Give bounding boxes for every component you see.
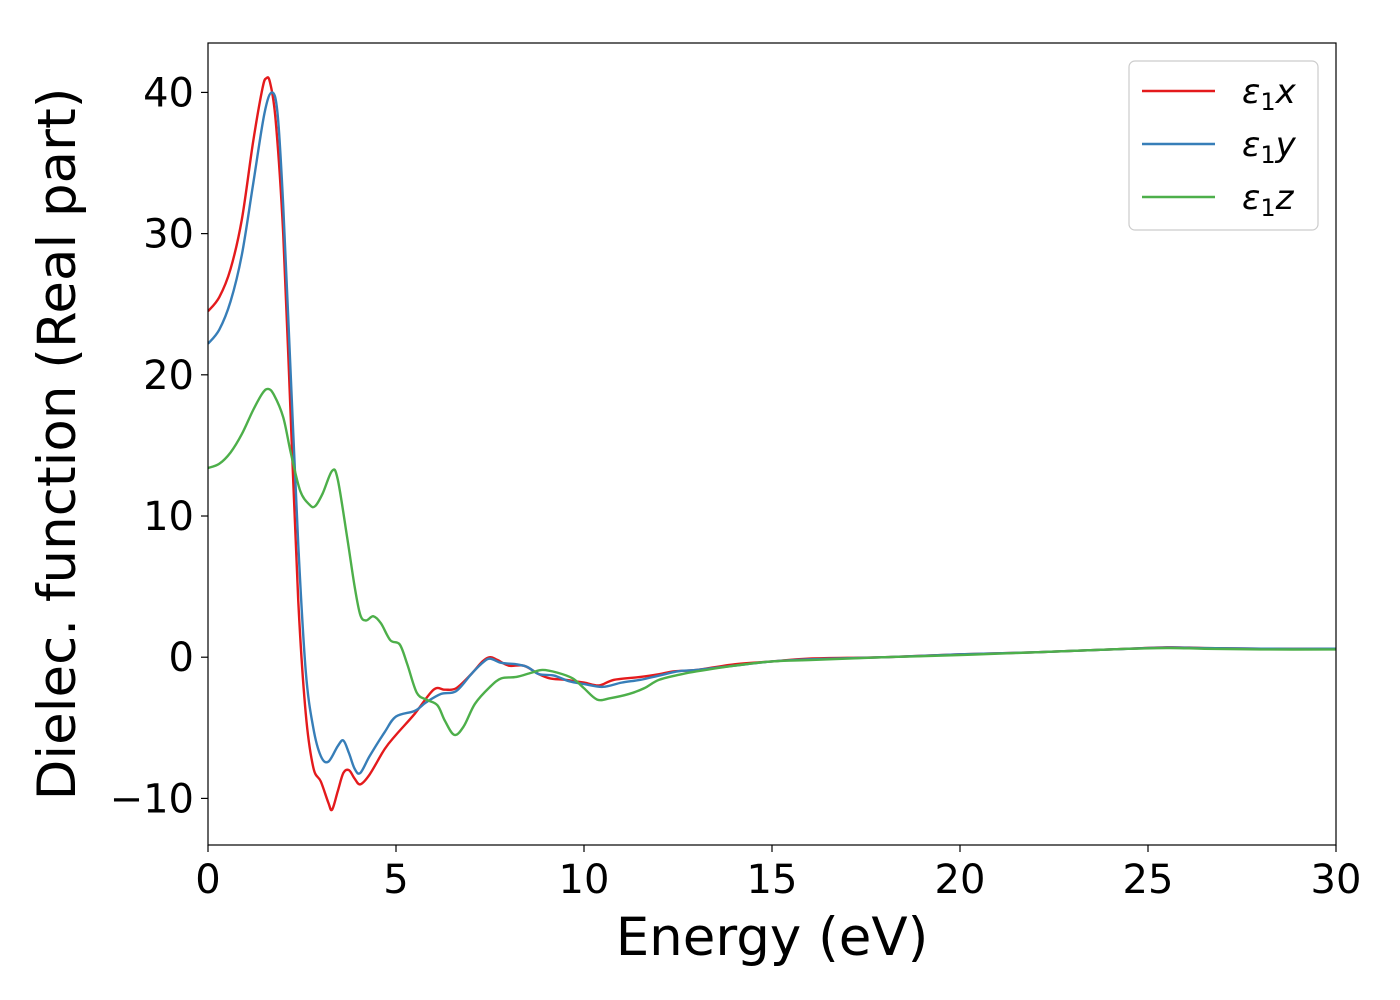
x-tick-label: 0 bbox=[195, 857, 220, 903]
x-axis-title: Energy (eV) bbox=[616, 907, 929, 968]
y-tick-label: 20 bbox=[143, 353, 194, 399]
x-tick-label: 25 bbox=[1123, 857, 1174, 903]
x-tick-label: 15 bbox=[747, 857, 798, 903]
x-tick-label: 20 bbox=[935, 857, 986, 903]
legend-subscript: 1 bbox=[1260, 141, 1275, 169]
y-tick-label: 30 bbox=[143, 212, 194, 258]
legend-label-y: ε1y bbox=[1242, 125, 1297, 169]
series-line-z bbox=[208, 387, 1336, 737]
y-tick-label: 40 bbox=[143, 70, 194, 116]
x-tick-label: 10 bbox=[559, 857, 610, 903]
y-axis-title: Dielec. function (Real part) bbox=[27, 88, 88, 801]
x-tick-label: 30 bbox=[1311, 857, 1362, 903]
series-lines bbox=[208, 76, 1336, 812]
legend-subscript: 1 bbox=[1260, 194, 1275, 222]
legend-variable: y bbox=[1275, 125, 1297, 165]
legend-symbol: ε bbox=[1242, 125, 1260, 165]
y-tick-label: 0 bbox=[169, 635, 194, 681]
legend-subscript: 1 bbox=[1260, 88, 1275, 116]
y-axis-ticks: −10 0 10 20 30 40 bbox=[110, 70, 208, 822]
y-tick-label: 10 bbox=[143, 494, 194, 540]
legend-variable: z bbox=[1275, 178, 1295, 218]
legend-label-x: ε1x bbox=[1242, 72, 1297, 116]
legend-label-z: ε1z bbox=[1242, 178, 1295, 222]
legend-variable: x bbox=[1275, 72, 1297, 112]
x-axis-ticks: 0 5 10 15 20 25 30 bbox=[195, 845, 1361, 903]
x-tick-label: 5 bbox=[383, 857, 408, 903]
legend-symbol: ε bbox=[1242, 178, 1260, 218]
legend-box bbox=[1128, 60, 1319, 231]
legend-symbol: ε bbox=[1242, 72, 1260, 112]
y-tick-label: −10 bbox=[110, 776, 194, 822]
